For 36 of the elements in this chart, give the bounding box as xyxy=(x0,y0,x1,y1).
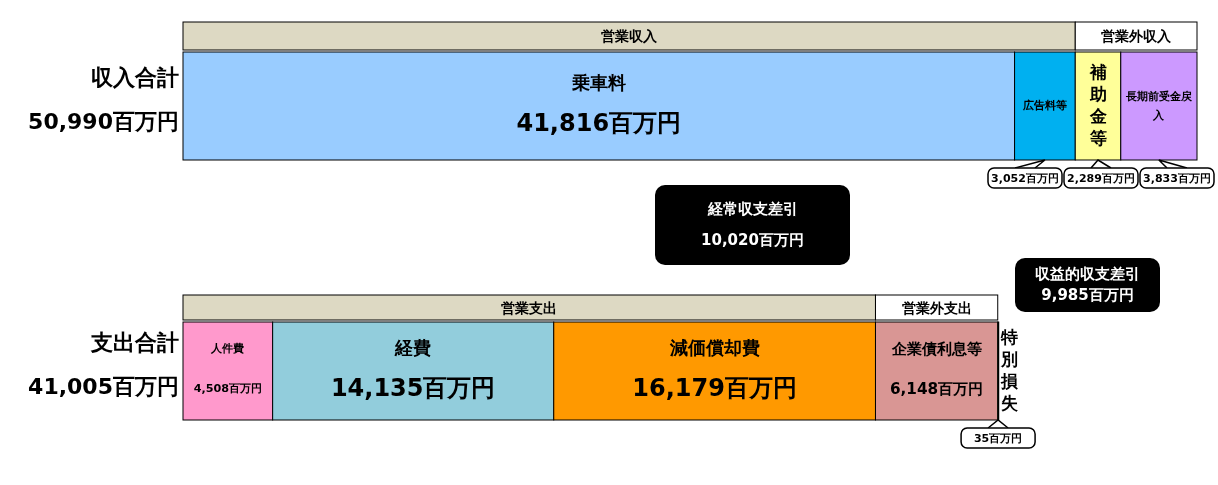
callout: 3,052百万円 xyxy=(987,159,1063,189)
callout: 2,289百万円 xyxy=(1063,159,1139,189)
series-label: 減価償却費 xyxy=(668,337,760,358)
band: 営業支出 xyxy=(182,294,876,321)
y-tick-label: 収入合計 50,990百万円 xyxy=(28,65,179,134)
data-label: 4,508百万円 xyxy=(193,382,263,395)
series-label: 長期前受金戻入 xyxy=(1124,89,1193,122)
data-label: 16,179百万円 xyxy=(632,374,797,402)
data-label: 3,833百万円 xyxy=(1143,172,1211,185)
data-label: 3,052百万円 xyxy=(991,172,1059,185)
data-label: 41,816百万円 xyxy=(516,109,682,137)
series-label: 経費 xyxy=(394,337,432,358)
series-label: 人件費 xyxy=(210,342,245,355)
band-label: 営業外支出 xyxy=(901,299,972,316)
callout: 35百万円 xyxy=(960,419,1036,449)
band-label: 営業外収入 xyxy=(1101,28,1173,44)
note: 収益的収支差引 9,985百万円 xyxy=(1015,258,1160,312)
band-label: 営業支出 xyxy=(501,299,558,316)
annotation: 経常収支差引 10,020百万円 xyxy=(701,200,804,249)
band: 営業収入 xyxy=(182,21,1076,51)
y-tick-label: 支出合計 41,005百万円 xyxy=(28,330,179,399)
data-label: 6,148百万円 xyxy=(889,379,984,398)
annotation: 収益的収支差引 9,985百万円 xyxy=(1035,265,1140,304)
band: 営業外収入 xyxy=(1074,21,1198,51)
series-label: 特別損失 xyxy=(1000,327,1019,413)
series-label: 企業債利息等 xyxy=(890,339,982,358)
note: 経常収支差引 10,020百万円 xyxy=(655,185,850,265)
callout: 3,833百万円 xyxy=(1139,159,1215,189)
series-label: 補助金等 xyxy=(1088,62,1107,148)
data-label: 35百万円 xyxy=(973,432,1023,445)
band: 営業外支出 xyxy=(875,294,999,321)
series-label: 広告料等 xyxy=(1021,99,1067,112)
data-label: 14,135百万円 xyxy=(330,374,496,402)
series-label: 乗車料 xyxy=(570,72,626,93)
data-label: 2,289百万円 xyxy=(1067,172,1135,185)
band-label: 営業収入 xyxy=(601,28,659,44)
